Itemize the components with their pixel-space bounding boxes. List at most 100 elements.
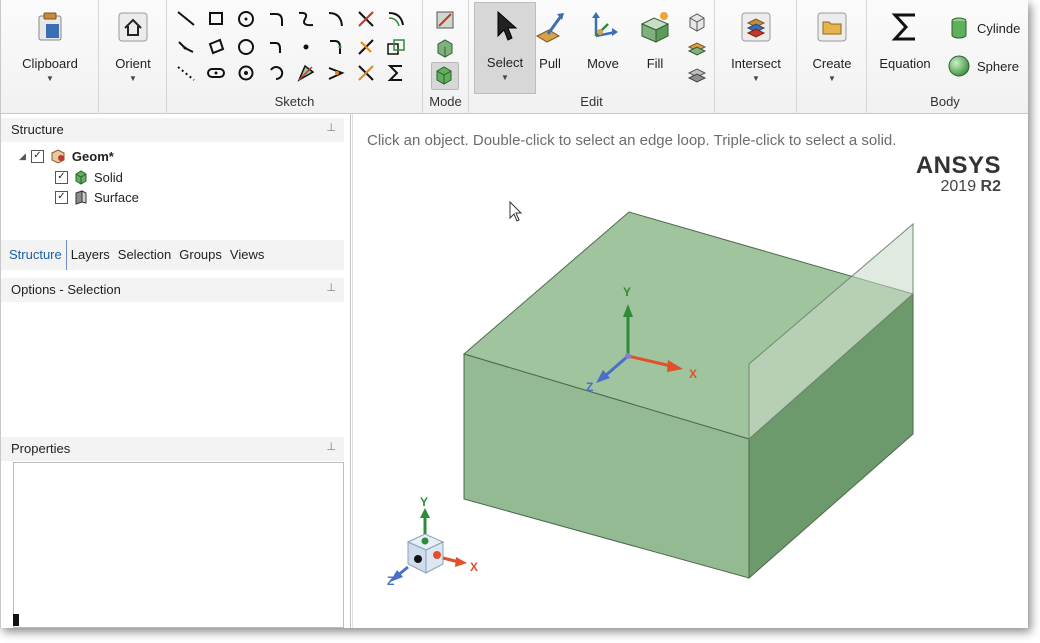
tweak-face-icon[interactable] <box>685 37 709 61</box>
face-curve-tool-icon[interactable] <box>295 62 317 84</box>
sketch-group: Sketch <box>167 0 423 114</box>
move-button[interactable]: Move <box>572 4 634 92</box>
pull-icon <box>535 13 564 43</box>
fillet-tool-icon[interactable] <box>325 36 347 58</box>
pointer-arrow-icon <box>497 10 518 41</box>
clipboard-icon <box>38 12 62 41</box>
view-orientation-cube[interactable]: Y X Z <box>387 495 478 588</box>
edit-group-label: Edit <box>580 94 603 109</box>
intersect-button[interactable]: Intersect ▼ <box>723 4 789 92</box>
select-button[interactable]: Select ▼ <box>474 2 536 94</box>
spline-tool-icon[interactable] <box>295 8 317 30</box>
slot-tool-icon[interactable] <box>205 62 227 84</box>
sketch-mode-icon[interactable] <box>433 8 457 32</box>
visibility-checkbox[interactable]: ✓ <box>55 170 68 184</box>
pin-icon[interactable]: ⊥ <box>326 441 336 453</box>
tab-layers[interactable]: Layers <box>70 247 110 262</box>
scene-canvas: Y X Z Y X <box>387 200 915 588</box>
ansys-logo: ANSYS 2019 R2 <box>916 152 1001 196</box>
tab-selection[interactable]: Selection <box>117 247 172 262</box>
polygon-tool-icon[interactable] <box>235 62 257 84</box>
create-group: Create ▼ <box>797 0 867 114</box>
tab-groups[interactable]: Groups <box>179 247 222 262</box>
fill-button[interactable]: Fill <box>624 4 686 92</box>
pin-icon[interactable]: ⊥ <box>326 282 336 294</box>
rectangle-tool-icon[interactable] <box>205 8 227 30</box>
three-point-arc-tool-icon[interactable] <box>265 62 287 84</box>
line-tool-icon[interactable] <box>175 8 197 30</box>
tab-structure[interactable]: Structure <box>5 240 67 270</box>
cylinder-label: Cylinde <box>977 20 1021 36</box>
mode-group-label: Mode <box>429 94 462 109</box>
tangent-arc-tool-icon[interactable] <box>265 8 287 30</box>
solid-body[interactable] <box>462 211 915 580</box>
structure-panel-title: Structure <box>11 122 64 137</box>
orient-button[interactable]: Orient ▼ <box>102 4 164 92</box>
pin-icon[interactable]: ⊥ <box>326 122 336 134</box>
dropdown-arrow-icon: ▼ <box>46 74 54 83</box>
tree-item-solid[interactable]: ✓ Solid <box>55 167 123 187</box>
offset-curve-tool-icon[interactable] <box>385 8 407 30</box>
tree-item-surface[interactable]: ✓ Surface <box>55 187 139 207</box>
arc-tool-icon[interactable] <box>265 36 287 58</box>
tab-views[interactable]: Views <box>229 247 265 262</box>
3d-mode-icon[interactable] <box>431 62 459 90</box>
cylinder-button[interactable]: Cylinde <box>947 14 1020 42</box>
visibility-checkbox[interactable]: ✓ <box>55 190 68 204</box>
create-label: Create <box>812 56 852 71</box>
three-point-rectangle-tool-icon[interactable] <box>205 36 227 58</box>
circle-tool-icon[interactable] <box>235 8 257 30</box>
equation-button[interactable]: Equation <box>871 4 939 92</box>
surface-body[interactable] <box>748 222 914 441</box>
section-mode-icon[interactable] <box>433 36 457 60</box>
structure-panel-header: Structure ⊥ <box>1 118 344 142</box>
solid-body-icon <box>75 170 87 185</box>
ellipse-tool-icon[interactable] <box>235 36 257 58</box>
app-window: Clipboard ▼ Orient ▼ <box>0 0 1028 628</box>
fill-icon <box>640 12 670 43</box>
create-button[interactable]: Create ▼ <box>801 4 863 92</box>
sweep-arc-tool-icon[interactable] <box>325 8 347 30</box>
cube-axis-label-x: X <box>470 560 478 574</box>
dropdown-arrow-icon: ▼ <box>828 74 836 83</box>
bend-tool-icon[interactable] <box>325 62 347 84</box>
body-group: Equation Cylinde Sphere Body <box>867 0 1023 114</box>
brand-name: ANSYS <box>915 152 1001 179</box>
clipboard-group: Clipboard ▼ <box>1 0 99 114</box>
cube-axis-label-z: Z <box>387 574 394 588</box>
folder-icon <box>817 12 847 42</box>
move-icon <box>592 12 618 38</box>
split-curve-tool-icon[interactable] <box>355 62 377 84</box>
sphere-button[interactable]: Sphere <box>947 52 1019 80</box>
sigma-equation-tool-icon[interactable] <box>385 62 407 84</box>
intersect-label: Intersect <box>731 56 781 71</box>
intersect-icon <box>741 12 771 42</box>
properties-grid[interactable] <box>13 462 344 628</box>
cube-axis-label-y: Y <box>420 495 428 509</box>
construction-line-tool-icon[interactable] <box>175 62 197 84</box>
extend-tool-icon[interactable] <box>355 36 377 58</box>
surface-body-icon <box>75 190 87 205</box>
orient-group: Orient ▼ <box>99 0 167 114</box>
blend-icon[interactable] <box>685 10 709 34</box>
polyline-tool-icon[interactable] <box>175 36 197 58</box>
clipboard-label: Clipboard <box>22 56 78 71</box>
ribbon: Clipboard ▼ Orient ▼ <box>1 0 1028 114</box>
visibility-checkbox[interactable]: ✓ <box>30 149 44 163</box>
pull-button[interactable]: Pull <box>520 4 580 92</box>
brand-release: R2 <box>980 178 1001 195</box>
tree-item-label: Surface <box>94 189 139 205</box>
project-tool-icon[interactable] <box>385 36 407 58</box>
pull-label: Pull <box>539 56 561 71</box>
3d-viewport[interactable]: Click an object. Double-click to select … <box>352 114 1028 628</box>
axis-label-x: X <box>689 367 697 381</box>
brand-version: 2019 R2 <box>916 178 1002 196</box>
orient-label: Orient <box>115 56 151 71</box>
tree-root-geom[interactable]: ◢ ✓ Geom* <box>19 146 114 166</box>
expand-triangle-icon[interactable]: ◢ <box>19 150 26 161</box>
replace-icon[interactable] <box>685 63 709 87</box>
clipboard-button[interactable]: Clipboard ▼ <box>19 4 81 92</box>
dropdown-arrow-icon: ▼ <box>752 74 760 83</box>
trim-tool-icon[interactable] <box>355 8 377 30</box>
point-tool-icon[interactable] <box>295 36 317 58</box>
